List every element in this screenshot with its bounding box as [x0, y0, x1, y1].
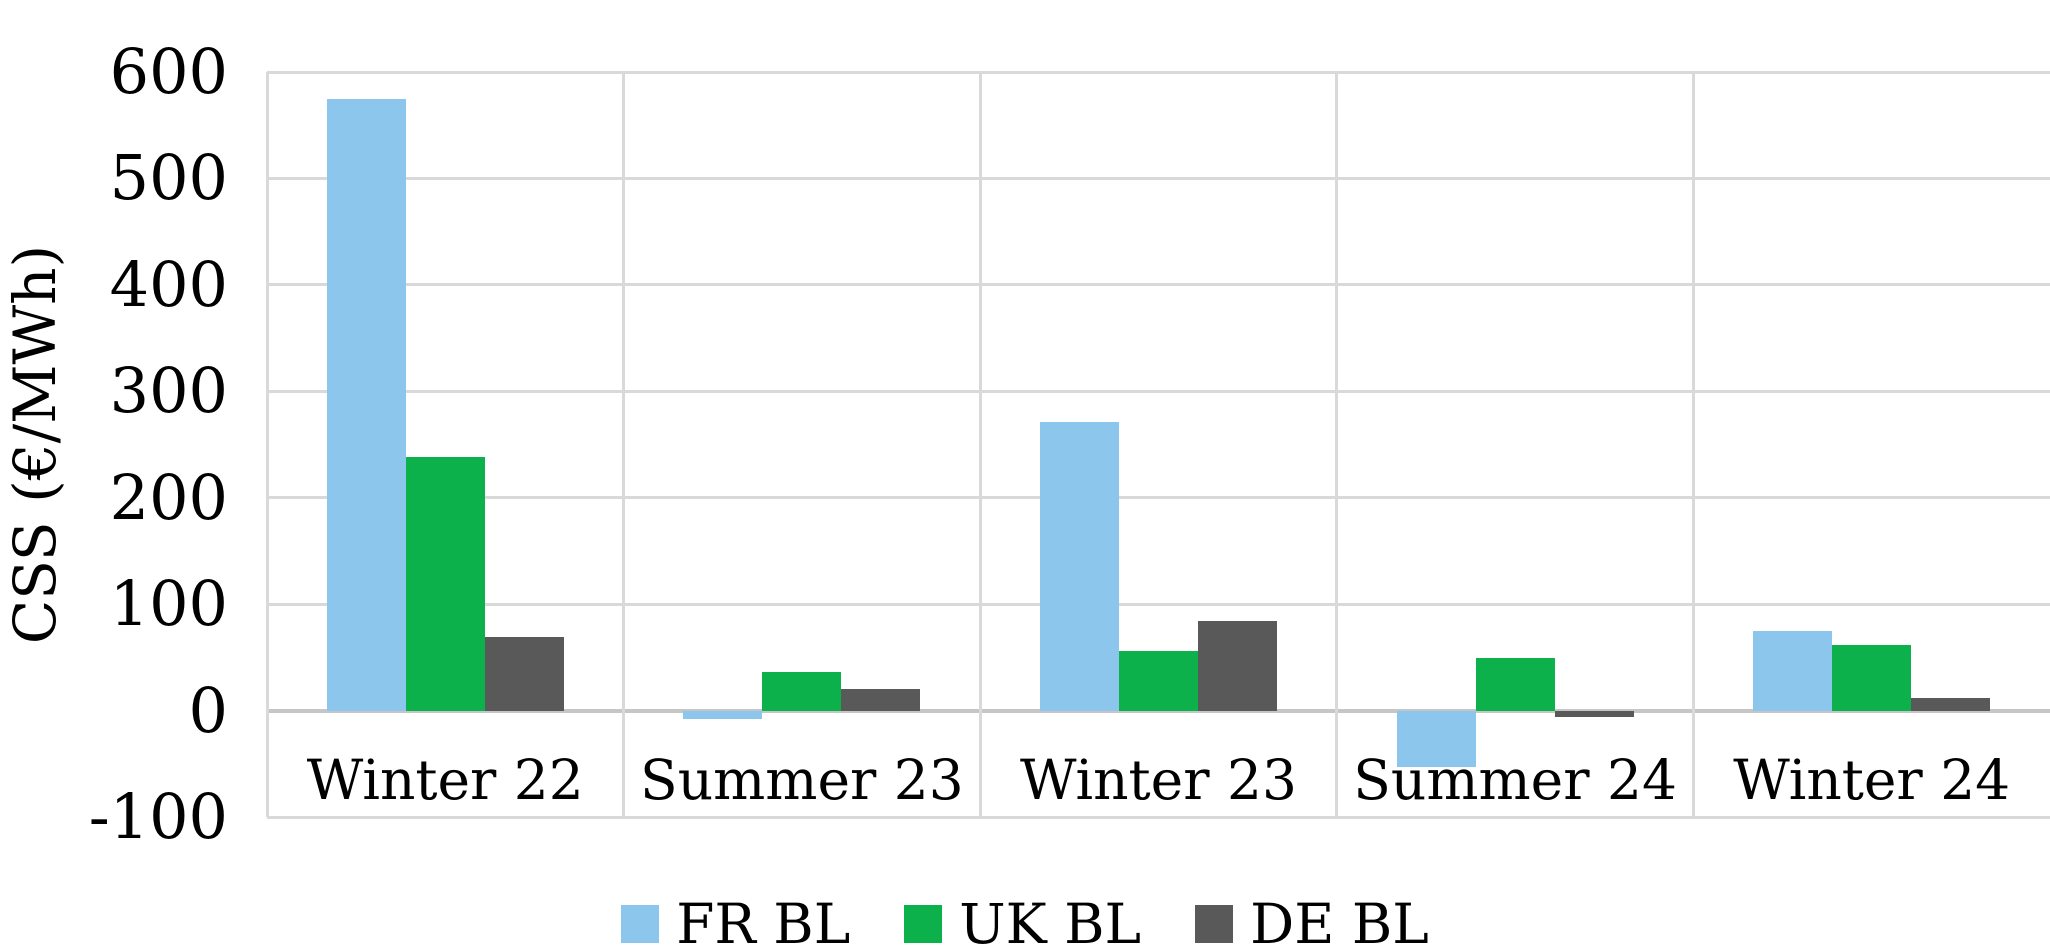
- gridline-horizontal: [267, 70, 2050, 74]
- gridline-horizontal: [267, 283, 2050, 287]
- legend-swatch: [904, 905, 943, 943]
- bar: [1198, 621, 1277, 711]
- legend-item: FR BL: [621, 896, 850, 952]
- bar: [1396, 710, 1476, 767]
- y-tick-label: 400: [109, 247, 228, 321]
- bar: [1475, 658, 1555, 711]
- y-tick-label: 500: [109, 141, 228, 215]
- legend-label: FR BL: [676, 892, 851, 952]
- gridline-vertical: [1335, 72, 1339, 817]
- bar: [1554, 710, 1634, 717]
- gridline-horizontal: [267, 176, 2050, 180]
- legend: FR BL UK BL DE BL: [0, 896, 2050, 952]
- bar: [1753, 630, 1833, 711]
- y-tick-label: 200: [109, 460, 228, 534]
- gridline-horizontal: [267, 815, 2050, 819]
- bar: [1119, 650, 1198, 711]
- y-tick-label: -100: [88, 780, 228, 853]
- gridline-vertical: [622, 72, 626, 817]
- bar: [841, 689, 921, 711]
- legend-swatch: [1195, 905, 1234, 943]
- y-tick-label: 300: [109, 354, 228, 428]
- gridline-horizontal: [267, 496, 2050, 500]
- legend-label: UK BL: [959, 892, 1142, 952]
- y-tick-label: 0: [188, 673, 228, 747]
- y-tick-label: 100: [109, 567, 228, 641]
- gridline-vertical: [1691, 72, 1695, 817]
- zero-axis-line: [267, 708, 2050, 713]
- bar: [1911, 697, 1991, 711]
- bar: [405, 457, 485, 711]
- bar: [683, 710, 763, 720]
- bar: [484, 637, 564, 711]
- legend-label: DE BL: [1250, 892, 1429, 952]
- x-tick-label: Winter 23: [1019, 748, 1297, 812]
- x-tick-label: Summer 24: [1353, 748, 1677, 812]
- bar: [326, 98, 406, 711]
- gridline-horizontal: [267, 602, 2050, 606]
- gridline-horizontal: [267, 389, 2050, 393]
- x-tick-label: Winter 24: [1733, 748, 2011, 812]
- bar: [1832, 644, 1912, 711]
- plot-left-border: [265, 72, 269, 817]
- bar: [1040, 422, 1119, 711]
- legend-item: DE BL: [1195, 896, 1429, 952]
- y-tick-label: 600: [109, 35, 228, 108]
- x-tick-label: Winter 22: [306, 748, 584, 812]
- bar: [762, 672, 842, 711]
- x-tick-label: Summer 23: [640, 748, 964, 812]
- gridline-vertical: [978, 72, 982, 817]
- legend-item: UK BL: [904, 896, 1141, 952]
- legend-swatch: [621, 905, 660, 943]
